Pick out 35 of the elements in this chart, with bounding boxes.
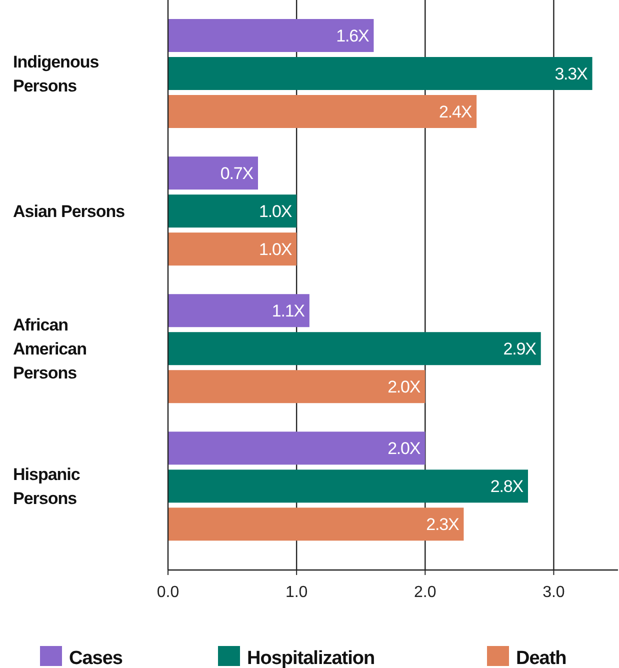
bar [168, 332, 541, 366]
bar [168, 508, 464, 541]
legend-label: Death [516, 648, 566, 668]
x-tick-label: 2.0 [414, 584, 436, 601]
data-label: 1.6X [336, 26, 369, 46]
bar [168, 470, 528, 503]
data-label: 1.0X [258, 202, 292, 222]
data-label: 3.3X [554, 64, 588, 84]
y-tick-label: Indigenous Persons [13, 52, 99, 96]
data-label: 0.7X [220, 164, 254, 184]
bar [168, 57, 592, 90]
bar [168, 194, 297, 228]
legend-label: Cases [69, 648, 122, 668]
data-label: 1.1X [272, 302, 305, 321]
y-tick-label: Hispanic Persons [13, 465, 80, 508]
bar [168, 370, 426, 404]
bar [168, 294, 310, 328]
data-label: 2.9X [503, 340, 536, 359]
y-tick-label: Asian Persons [13, 202, 125, 222]
bar [168, 95, 477, 128]
bar [168, 232, 297, 266]
data-label: 2.3X [426, 515, 459, 534]
x-tick-label: 1.0 [285, 584, 308, 601]
bar [168, 156, 258, 190]
bar [168, 432, 426, 465]
data-label: 2.8X [490, 477, 524, 496]
data-label: 2.0X [388, 378, 420, 397]
bar [168, 19, 374, 52]
data-label: 2.0X [388, 439, 420, 458]
data-label: 2.4X [438, 102, 472, 122]
data-label: 1.0X [258, 240, 292, 260]
legend-label: Hospitalization [247, 648, 375, 668]
x-tick-label: 3.0 [542, 584, 565, 601]
y-tick-label: African American Persons [13, 316, 87, 383]
x-tick-label: 0.0 [156, 584, 180, 601]
